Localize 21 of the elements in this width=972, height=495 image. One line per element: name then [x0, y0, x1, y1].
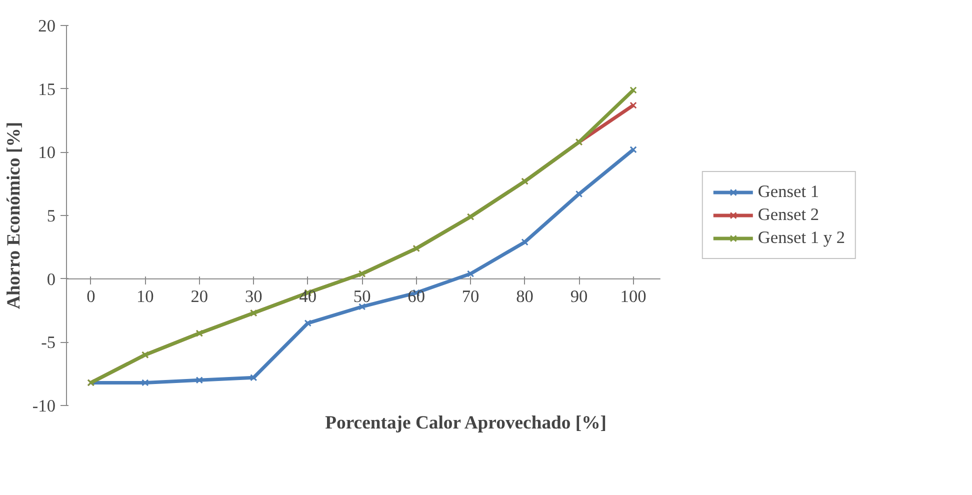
y-tick-label: -10	[32, 396, 56, 416]
x-tick-label: 80	[516, 286, 534, 306]
y-tick-label: 5	[46, 206, 56, 226]
x-tick-label: 20	[190, 286, 208, 306]
y-tick-label: -5	[41, 333, 56, 352]
x-tick-label: 50	[353, 286, 371, 306]
x-axis-title: Porcentaje Calor Aprovechado [%]	[325, 412, 606, 434]
x-tick-label: 90	[570, 286, 588, 306]
y-tick-label: 15	[38, 80, 56, 99]
legend-label: Genset 2	[758, 205, 820, 225]
legend-label: Genset 1 y 2	[758, 228, 845, 248]
x-tick-label: 30	[244, 286, 262, 306]
x-tick-label: 0	[86, 286, 96, 306]
y-tick-label: 0	[46, 270, 56, 289]
y-tick-label: 20	[38, 16, 56, 36]
y-axis-title: Ahorro Económico [%]	[3, 122, 24, 310]
legend-label: Genset 1	[758, 182, 820, 202]
x-tick-label: 100	[620, 286, 646, 306]
x-tick-label: 10	[136, 286, 154, 306]
x-tick-label: 70	[462, 286, 480, 306]
y-tick-label: 10	[38, 143, 56, 162]
